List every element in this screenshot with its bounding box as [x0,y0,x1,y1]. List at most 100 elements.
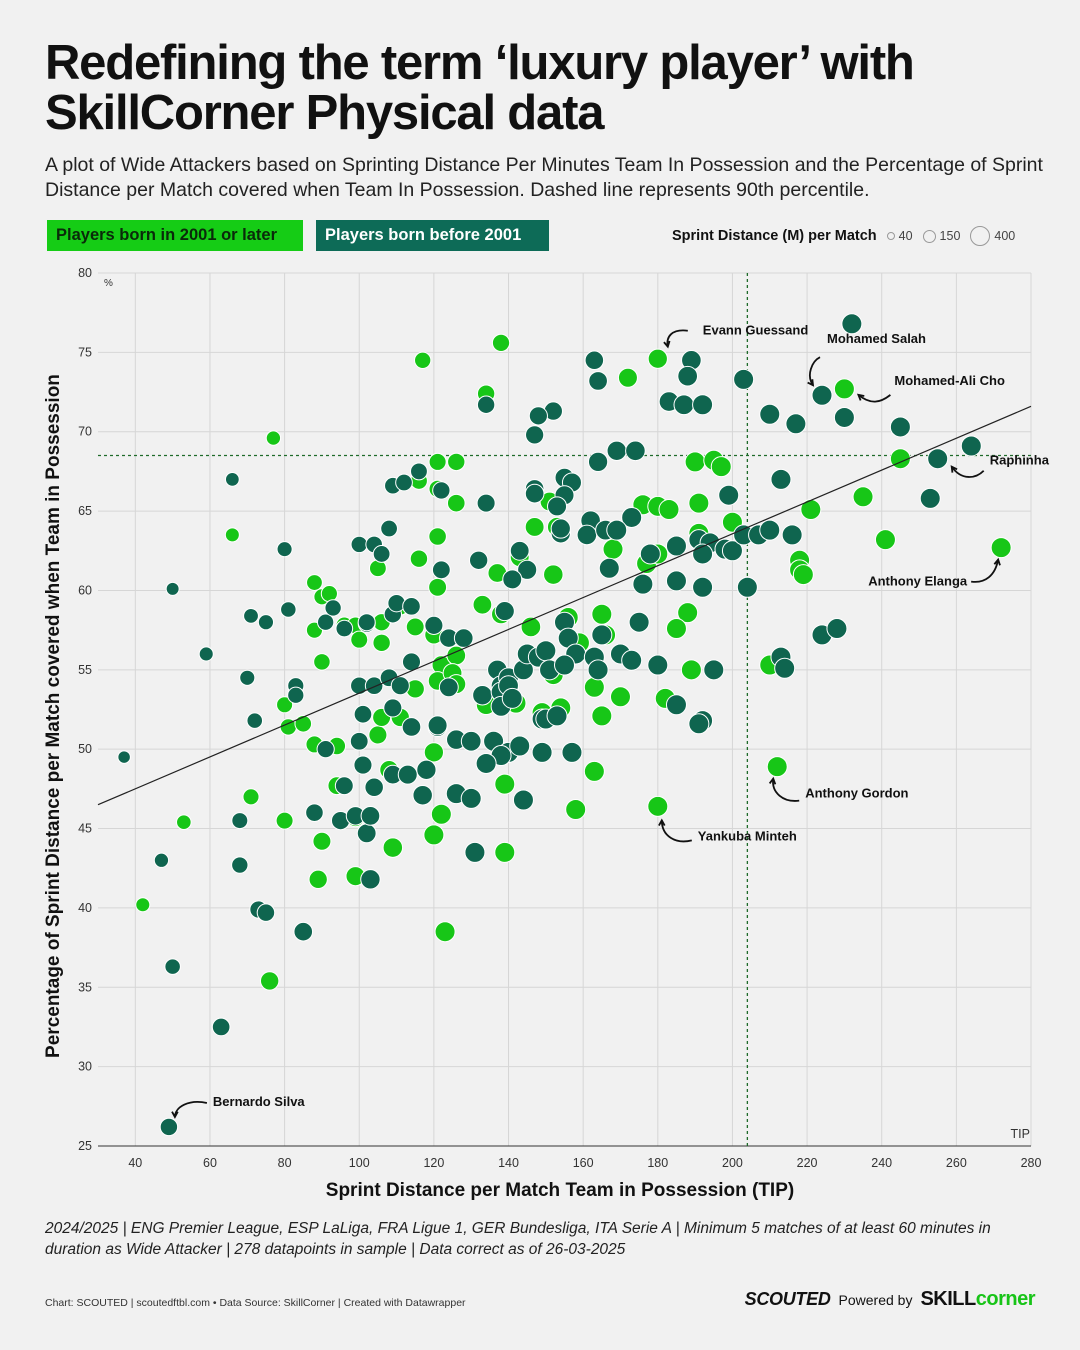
point-young-player [275,811,294,830]
point-older-player [625,440,646,462]
point-young-player [320,585,338,603]
point-older-player [402,597,421,616]
annotation-arrowhead [658,818,666,827]
point-young-player [565,798,587,820]
point-young-player [368,725,388,745]
point-young-player [265,430,282,446]
point-young-player [447,452,466,472]
point-young-player [428,527,447,546]
point-older-player [364,676,384,696]
point-young-player [308,869,328,889]
point-young-player [434,921,456,943]
point-older-player [721,540,743,562]
point-older-player [759,403,781,425]
point-older-player [476,493,496,513]
point-older-player [588,371,608,391]
point-older-player [703,659,725,681]
annotation: Evann Guessand [663,323,808,349]
x-tick-label: 140 [498,1156,519,1170]
point-older-player [438,677,459,698]
point-young-player [176,814,192,830]
y-tick-label: 50 [78,742,92,756]
point-older-player [395,473,413,492]
point-older-player [502,569,523,590]
point-older-player [224,471,240,487]
point-older-player [198,646,214,662]
point-young-player [647,348,668,369]
x-tick-label: 240 [871,1156,892,1170]
point-older-player [718,484,740,506]
point-young-player [242,788,260,806]
point-older-player [550,518,571,539]
axis-ticks: 40 60 80 100 120 140 160 180 200 220 240 260 280 25 30… [78,266,1041,1170]
point-older-player [324,599,342,617]
point-older-player [692,576,714,598]
legend-older-players: Players born before 2001 [316,220,549,251]
point-young-player [294,714,313,733]
y-unit-label: % [104,278,113,289]
skillcorner-logo-skill: SKILL [920,1288,976,1310]
point-older-player [364,777,384,798]
point-older-player [410,462,428,481]
point-older-player [360,869,381,890]
point-young-player [543,564,564,585]
point-young-player [684,451,706,473]
annotation-label: Bernardo Silva [213,1094,306,1109]
x-tick-label: 180 [647,1156,668,1170]
point-young-player [710,456,732,478]
point-older-player [501,687,523,709]
point-older-player [494,601,515,622]
point-older-player [453,628,474,648]
point-older-player [587,451,609,473]
annotation-label: Yankuba Minteh [698,828,797,843]
point-older-player [287,686,305,704]
point-older-player [546,705,568,727]
point-older-player [335,619,354,638]
annotation-arrowhead [171,1111,179,1119]
y-tick-label: 30 [78,1060,92,1074]
point-young-player [494,773,516,795]
point-young-player [306,574,323,591]
point-older-player [639,543,661,565]
point-older-player [841,313,863,335]
point-older-player [774,657,796,679]
point-older-player [621,649,643,671]
point-older-player [919,487,941,509]
footnote: 2024/2025 | ENG Premier League, ESP LaLi… [45,1220,991,1258]
point-young-player [617,367,638,388]
point-older-player [606,519,628,541]
point-older-player [357,613,376,632]
point-older-player [468,550,489,570]
trendline [97,405,1032,806]
point-older-player [424,615,444,635]
point-older-player [350,535,368,554]
point-older-player [460,787,482,809]
annotation: Raphinha [950,453,1050,478]
point-older-player [591,624,613,646]
point-older-player [688,713,710,735]
annotation: Anthony Elanga [868,557,1001,589]
point-older-player [524,483,545,504]
point-young-player [276,696,294,714]
x-tick-label: 220 [797,1156,818,1170]
x-tick-label: 260 [946,1156,967,1170]
point-older-player [531,741,553,763]
size-legend-title: Sprint Distance (M) per Match [672,228,877,244]
point-older-player [159,1117,179,1137]
size-legend-small-label: 40 [898,229,913,243]
point-young-player [430,803,452,825]
point-older-player [353,755,373,775]
point-young-player [472,594,493,615]
point-older-player [360,805,381,826]
point-older-player [246,712,264,729]
point-older-player [561,741,583,763]
annotation-arrow [971,559,1000,583]
point-older-player [535,640,557,662]
annotation-arrowhead [807,379,815,387]
point-older-player [475,752,497,774]
point-young-player [423,742,445,763]
size-legend-large-label: 400 [994,229,1016,243]
point-young-player [428,452,447,471]
point-older-player [243,607,259,624]
size-legend-small-circle [886,232,895,240]
